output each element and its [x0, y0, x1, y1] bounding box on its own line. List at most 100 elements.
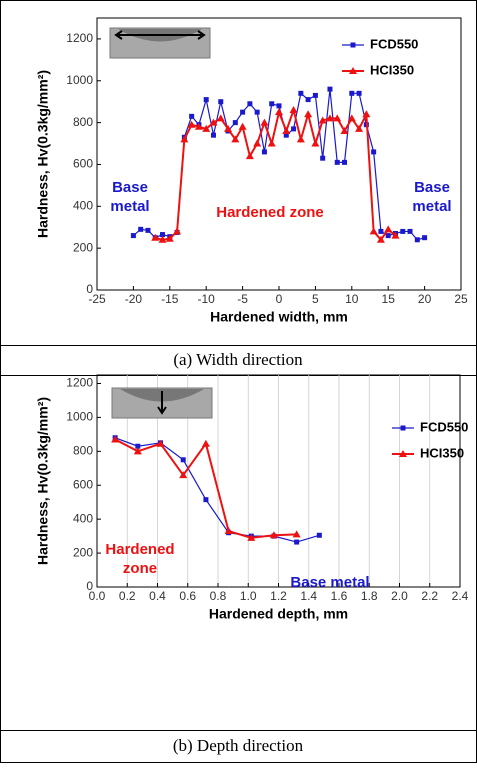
y-tick-label: 1000: [66, 73, 93, 87]
x-tick-label: 0.2: [119, 589, 136, 603]
marker: [165, 234, 174, 242]
marker: [369, 227, 378, 235]
legend-label: HCI350: [370, 62, 414, 77]
x-tick-label: -25: [88, 292, 106, 306]
x-tick-label: -15: [161, 292, 179, 306]
x-tick-label: 0.8: [210, 589, 227, 603]
marker: [238, 122, 247, 130]
y-tick-label: 600: [73, 477, 93, 491]
marker: [135, 443, 141, 449]
marker: [356, 90, 362, 96]
marker: [305, 97, 311, 103]
y-tick-label: 800: [73, 443, 93, 457]
marker: [311, 139, 320, 147]
caption: (b) Depth direction: [173, 736, 304, 755]
annotation: Base metal: [290, 574, 369, 591]
annotation: Hardened: [105, 541, 174, 558]
y-tick-label: 200: [73, 545, 93, 559]
marker: [289, 106, 298, 114]
marker: [247, 533, 256, 541]
y-tick-label: 1000: [66, 410, 93, 424]
marker: [334, 159, 340, 165]
x-axis-label: Hardened depth, mm: [209, 606, 348, 622]
x-tick-label: -20: [125, 292, 143, 306]
marker: [350, 42, 356, 48]
x-tick-label: 1.8: [361, 589, 378, 603]
legend-label: FCD550: [420, 419, 468, 434]
marker: [407, 228, 413, 234]
marker: [209, 118, 218, 126]
x-tick-label: 0.0: [89, 589, 106, 603]
marker: [378, 228, 384, 234]
marker: [414, 237, 420, 243]
marker: [194, 122, 203, 130]
marker: [253, 139, 262, 147]
caption: (a) Width direction: [173, 350, 303, 369]
x-tick-label: 15: [382, 292, 396, 306]
y-axis-label: Hardness, Hv(0.3kg/mm²): [35, 70, 51, 238]
marker: [216, 114, 225, 122]
series-line: [114, 437, 320, 543]
annotation: Base: [414, 179, 450, 196]
marker: [203, 497, 209, 503]
marker: [151, 233, 160, 241]
marker: [260, 118, 269, 126]
y-tick-label: 0: [86, 282, 93, 296]
annotation: metal: [110, 198, 149, 215]
marker: [189, 113, 195, 119]
marker: [327, 86, 333, 92]
marker: [224, 124, 233, 132]
marker: [312, 92, 318, 98]
marker: [218, 99, 224, 105]
marker: [160, 232, 166, 238]
legend-label: FCD550: [370, 36, 418, 51]
marker: [349, 90, 355, 96]
marker: [156, 439, 165, 447]
y-tick-label: 400: [73, 198, 93, 212]
y-tick-label: 1200: [66, 376, 93, 390]
marker: [347, 114, 356, 122]
y-tick-label: 1200: [66, 31, 93, 45]
annotation: zone: [123, 560, 157, 577]
marker: [342, 159, 348, 165]
x-tick-label: 0.4: [149, 589, 166, 603]
marker: [276, 103, 282, 109]
marker: [400, 228, 406, 234]
marker: [269, 101, 275, 107]
annotation: Base: [112, 179, 148, 196]
marker: [224, 527, 233, 535]
inset-arrow: [114, 30, 206, 40]
x-tick-label: 25: [454, 292, 468, 306]
marker: [316, 532, 322, 538]
y-tick-label: 400: [73, 511, 93, 525]
marker: [376, 235, 385, 243]
inset-arrow: [157, 391, 167, 415]
marker: [291, 126, 297, 132]
marker: [384, 225, 393, 233]
marker: [275, 108, 283, 116]
marker: [201, 439, 210, 447]
marker: [296, 135, 305, 143]
x-tick-label: 2.2: [421, 589, 438, 603]
legend-label: HCI350: [420, 445, 464, 460]
marker: [158, 235, 167, 243]
marker: [340, 126, 349, 134]
marker: [138, 226, 144, 232]
marker: [282, 126, 291, 134]
marker: [254, 109, 260, 115]
x-tick-label: 0.6: [179, 589, 196, 603]
y-tick-label: 600: [73, 157, 93, 171]
marker: [203, 97, 209, 103]
x-tick-label: 0: [276, 292, 283, 306]
x-tick-label: 2.0: [391, 589, 408, 603]
x-tick-label: 2.4: [452, 589, 469, 603]
x-tick-label: 20: [418, 292, 432, 306]
marker: [202, 124, 211, 132]
marker: [267, 139, 276, 147]
marker: [294, 539, 300, 545]
annotation: Hardened zone: [216, 204, 324, 221]
marker: [391, 231, 400, 239]
marker: [385, 233, 391, 239]
